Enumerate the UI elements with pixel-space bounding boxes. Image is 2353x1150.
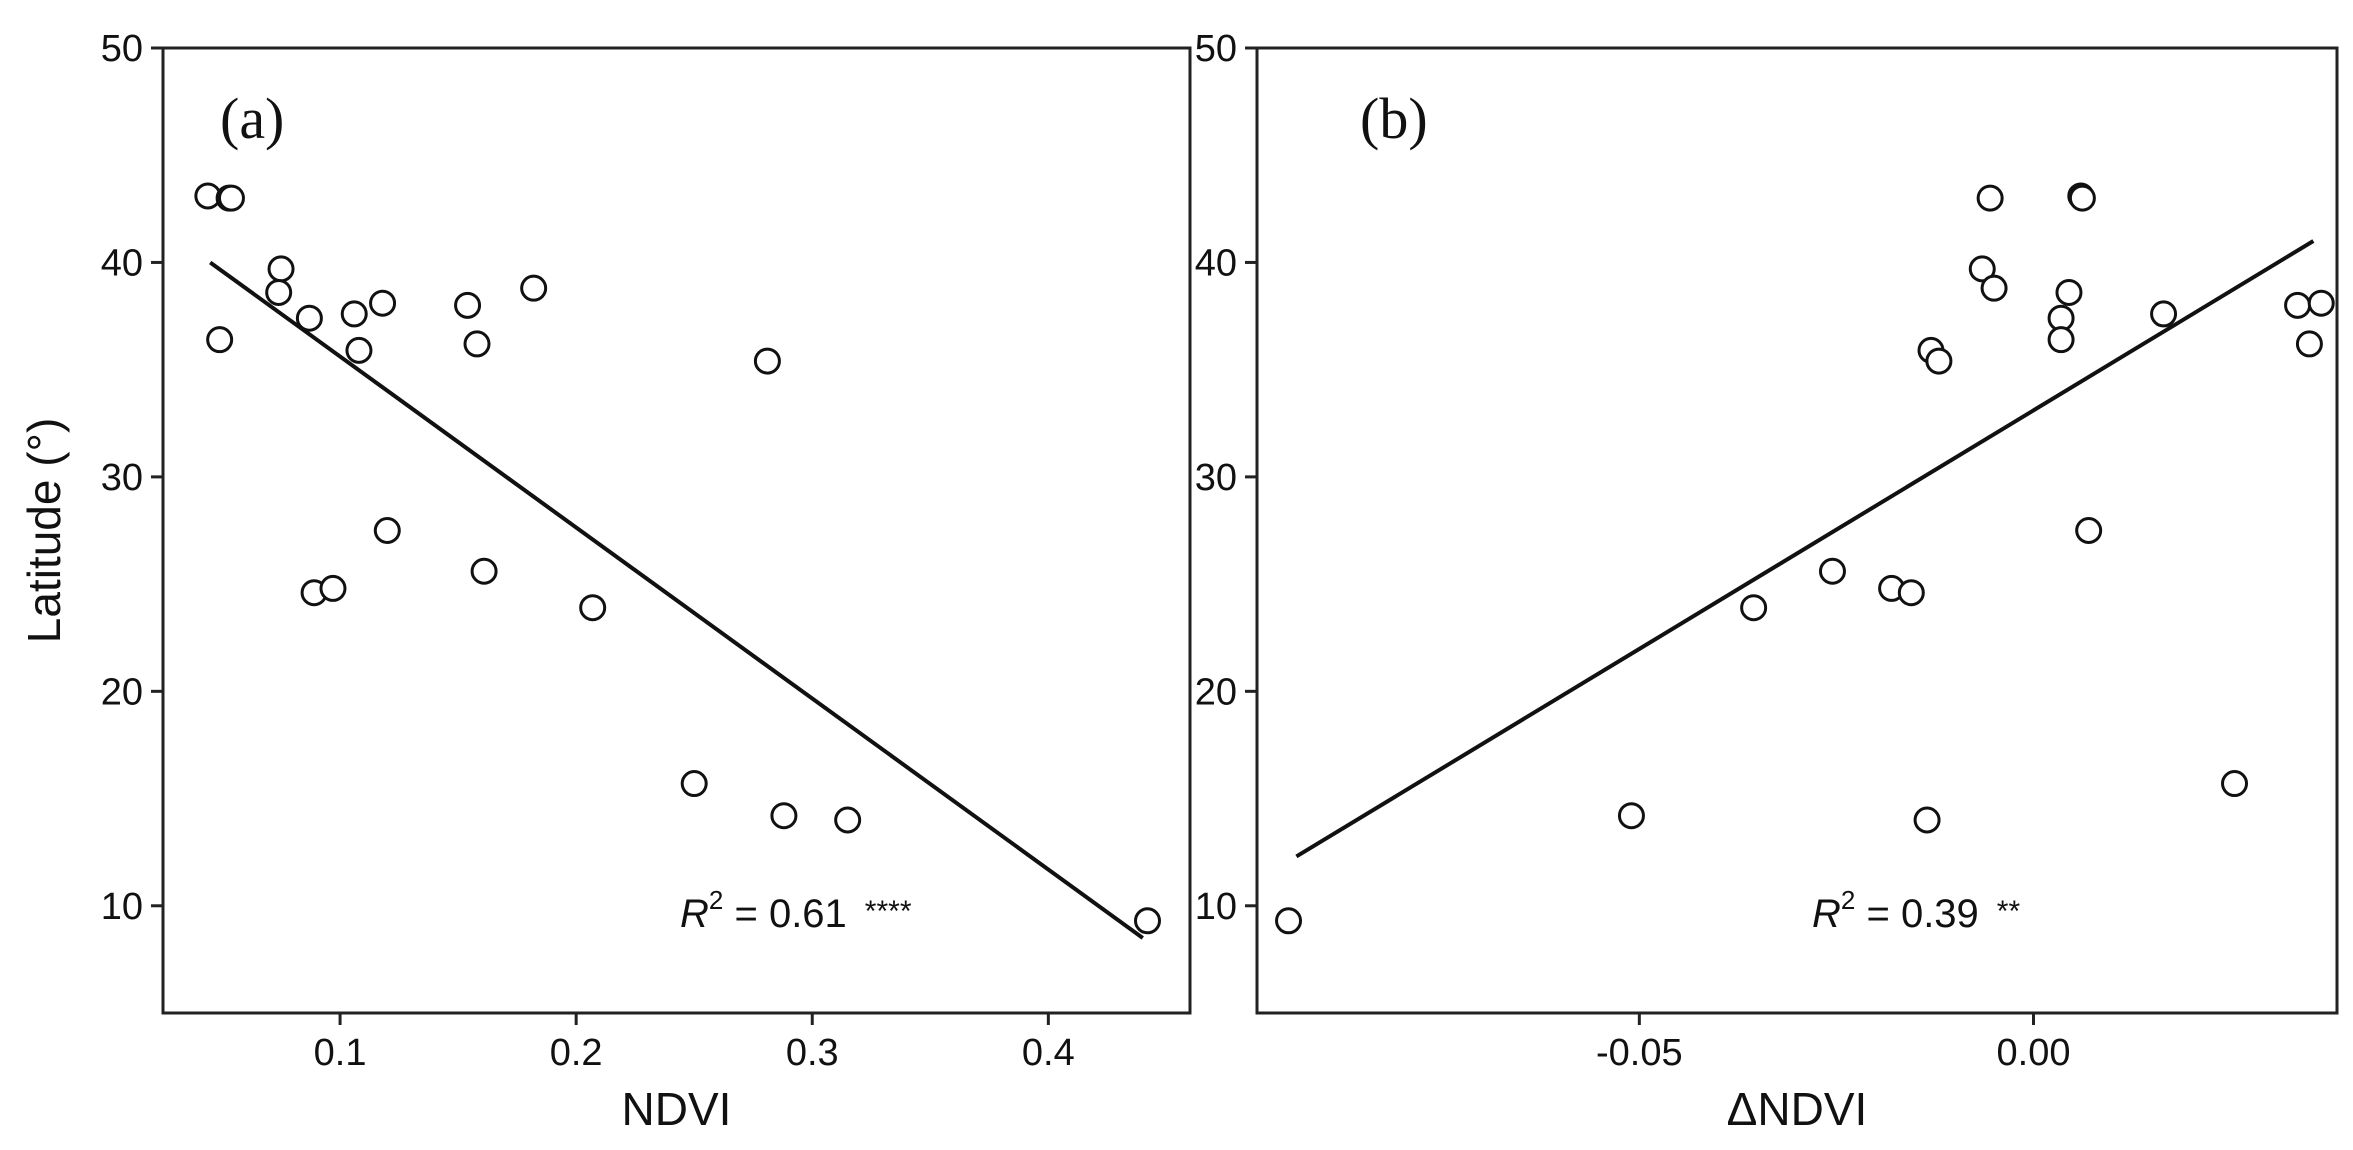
x-tick-label: 0.3 [786,1032,839,1074]
panel-b: 10 20 30 40 50 -0.05 0.00 ΔNDVI (b) R2 = 0.39 ** [1195,28,2339,1135]
data-point [1976,184,2004,212]
x-tick-label: 0.00 [1997,1032,2071,1074]
panel-label: (b) [1360,86,1428,151]
y-tick-label: 30 [101,457,143,499]
y-tick-label: 10 [101,886,143,928]
plot-frame [161,46,1192,1015]
y-tick-label: 10 [1195,886,1237,928]
data-point [2150,300,2178,328]
x-axis-title: ΔNDVI [1727,1083,1868,1135]
data-point [2047,326,2075,354]
r-superscript: 2 [1841,885,1855,915]
data-point [2221,770,2249,798]
y-tick-label: 30 [1195,457,1237,499]
x-tick-label: 0.2 [550,1032,603,1074]
y-tick-label: 50 [1195,28,1237,70]
data-point [206,326,234,354]
r-symbol: R [680,892,709,936]
data-point [345,336,373,364]
data-point [2295,330,2323,358]
data-point [1980,274,2008,302]
data-point [1925,347,1953,375]
r-squared-annotation: R2 = 0.61 **** [680,885,912,936]
data-point [753,347,781,375]
r-symbol: R [1812,892,1841,936]
data-point [1134,907,1162,935]
x-axis-title: NDVI [622,1083,732,1135]
data-point [834,806,862,834]
y-tick-label: 50 [101,28,143,70]
data-point [1617,802,1645,830]
r-value: = 0.61 [723,892,846,936]
data-point [680,770,708,798]
r-superscript: 2 [709,885,723,915]
data-point [770,802,798,830]
data-point [319,574,347,602]
data-point [463,330,491,358]
x-tick-label: 0.4 [1022,1032,1075,1074]
x-tick-label: -0.05 [1596,1032,1683,1074]
plot-frame [1255,46,2339,1015]
significance-stars: **** [865,895,912,928]
data-point [2068,184,2096,212]
data-point [1897,579,1925,607]
data-point [2055,278,2083,306]
data-point [1740,594,1768,622]
panel-label: (a) [220,86,284,151]
data-point [217,184,245,212]
significance-stars: ** [1997,895,2021,928]
data-point [454,291,482,319]
data-point [1913,806,1941,834]
y-tick-label: 40 [101,242,143,284]
regression-line [1295,239,2315,859]
data-point [1818,557,1846,585]
data-point [2075,517,2103,544]
y-tick-label: 40 [1195,242,1237,284]
data-point [369,289,397,317]
data-point [340,300,368,328]
y-tick-label: 20 [1195,671,1237,713]
data-point [1275,907,1303,935]
data-point [267,255,295,283]
y-axis-title: Latitude (°) [18,418,70,644]
data-point [295,304,323,332]
data-point [2307,289,2335,317]
x-tick-label: 0.1 [314,1032,367,1074]
data-point [373,517,401,544]
r-squared-annotation: R2 = 0.39 ** [1812,885,2020,936]
y-tick-label: 20 [101,671,143,713]
data-point [2284,291,2312,319]
panel-a: 10 20 30 40 50 0.1 0.2 0.3 0.4 NDVI Latitude (°) (a… [18,28,1192,1135]
data-point [520,274,548,302]
data-point [470,557,498,585]
data-point [1968,255,1996,283]
r-value: = 0.39 [1855,892,1978,936]
data-point [265,278,293,306]
regression-line [209,260,1144,940]
data-point [579,594,607,622]
